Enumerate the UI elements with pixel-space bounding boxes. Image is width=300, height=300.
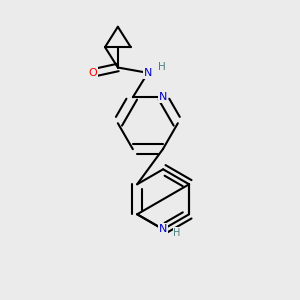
Text: N: N bbox=[159, 224, 167, 234]
Text: O: O bbox=[89, 68, 98, 78]
Text: N: N bbox=[144, 68, 152, 78]
Text: H: H bbox=[158, 62, 166, 73]
Text: N: N bbox=[159, 92, 167, 102]
Text: H: H bbox=[173, 227, 181, 238]
